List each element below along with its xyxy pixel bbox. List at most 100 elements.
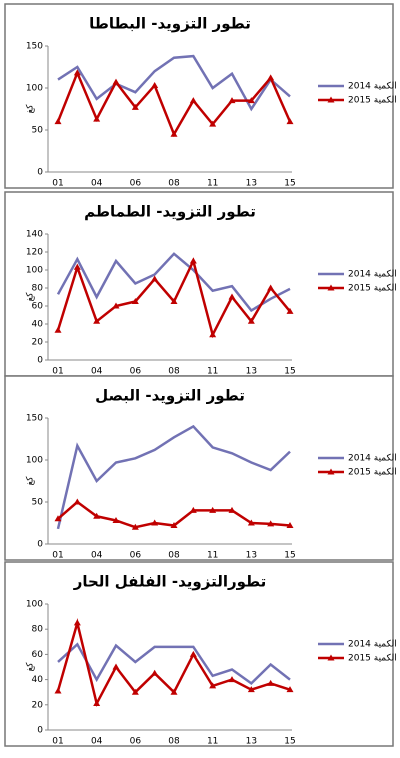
- y-axis-label: كغ: [26, 476, 36, 486]
- marker: [93, 700, 101, 707]
- marker: [189, 257, 197, 264]
- legend-label: الكمية 2015: [348, 654, 397, 664]
- x-tick-label: 13: [246, 551, 257, 561]
- y-tick-label: 60: [32, 650, 44, 660]
- legend-label: الكمية 2014: [348, 640, 397, 650]
- x-tick-label: 04: [91, 551, 103, 561]
- marker: [131, 523, 139, 530]
- legend-marker: [327, 654, 335, 661]
- marker: [73, 619, 81, 626]
- marker: [54, 687, 62, 694]
- marker: [286, 686, 294, 693]
- y-tick-label: 120: [26, 248, 43, 258]
- marker: [112, 302, 120, 309]
- marker: [189, 650, 197, 657]
- x-tick-label: 08: [168, 367, 180, 377]
- series-line: [57, 54, 291, 112]
- marker: [112, 516, 120, 523]
- legend-marker: [327, 284, 335, 291]
- chart-title: تطور التزويد- البصل: [95, 387, 245, 405]
- marker: [93, 115, 101, 122]
- marker: [73, 263, 81, 270]
- marker: [247, 686, 255, 693]
- y-tick-label: 0: [37, 168, 43, 178]
- x-tick-label: 01: [52, 737, 63, 747]
- x-tick-label: 04: [91, 179, 103, 189]
- marker: [228, 97, 236, 104]
- x-tick-label: 06: [130, 179, 142, 189]
- marker: [112, 78, 120, 85]
- y-axis-label: كغ: [26, 662, 36, 672]
- legend-label: الكمية 2015: [348, 284, 397, 294]
- y-tick-label: 0: [37, 726, 43, 736]
- x-tick-label: 06: [130, 367, 142, 377]
- marker: [267, 520, 275, 527]
- series-line: [57, 642, 291, 686]
- marker: [247, 519, 255, 526]
- x-tick-label: 11: [207, 737, 218, 747]
- marker: [93, 512, 101, 519]
- y-tick-label: 50: [32, 126, 44, 136]
- marker: [151, 81, 159, 88]
- marker: [170, 522, 178, 529]
- panel: [4, 3, 394, 189]
- marker: [170, 688, 178, 695]
- marker: [286, 307, 294, 314]
- y-tick-label: 60: [32, 302, 44, 312]
- legend-label: الكمية 2014: [348, 270, 397, 280]
- marker: [54, 515, 62, 522]
- y-tick-label: 140: [26, 230, 43, 240]
- marker: [228, 506, 236, 513]
- marker: [228, 676, 236, 683]
- y-tick-label: 20: [32, 700, 44, 710]
- y-tick-label: 0: [37, 540, 43, 550]
- chart-title: تطورالتزويد- الفلفل الحار: [73, 573, 267, 591]
- marker: [228, 293, 236, 300]
- y-tick-label: 150: [26, 42, 43, 52]
- y-tick-label: 100: [26, 84, 43, 94]
- x-tick-label: 13: [246, 737, 257, 747]
- legend-marker: [327, 468, 335, 475]
- x-tick-label: 06: [130, 737, 142, 747]
- marker: [54, 118, 62, 125]
- y-tick-label: 100: [26, 266, 43, 276]
- y-tick-label: 40: [32, 675, 44, 685]
- x-tick-label: 01: [52, 551, 63, 561]
- marker: [131, 103, 139, 110]
- marker: [286, 118, 294, 125]
- marker: [170, 130, 178, 137]
- marker: [131, 688, 139, 695]
- legend-marker: [327, 96, 335, 103]
- y-tick-label: 0: [37, 356, 43, 366]
- marker: [73, 498, 81, 505]
- chart-title: تطور التزويد- الطماطم: [84, 203, 256, 221]
- x-tick-label: 01: [52, 179, 63, 189]
- marker: [151, 669, 159, 676]
- x-tick-label: 08: [168, 551, 180, 561]
- marker: [267, 679, 275, 686]
- chart-title: تطور التزويد- البطاطا: [89, 15, 251, 33]
- y-tick-label: 100: [26, 456, 43, 466]
- marker: [209, 331, 217, 338]
- y-tick-label: 100: [26, 600, 43, 610]
- marker: [209, 682, 217, 689]
- marker: [247, 97, 255, 104]
- y-tick-label: 20: [32, 338, 44, 348]
- series-line: [56, 252, 291, 313]
- x-tick-label: 11: [207, 551, 218, 561]
- marker: [267, 284, 275, 291]
- x-tick-label: 13: [246, 367, 257, 377]
- y-tick-label: 80: [32, 625, 44, 635]
- x-tick-label: 15: [284, 551, 295, 561]
- marker: [112, 663, 120, 670]
- legend-label: الكمية 2014: [348, 454, 397, 464]
- x-tick-label: 11: [207, 179, 218, 189]
- legend-label: الكمية 2015: [348, 468, 397, 478]
- x-tick-label: 06: [130, 551, 142, 561]
- panel: [4, 375, 394, 561]
- marker: [209, 120, 217, 127]
- x-tick-label: 15: [284, 179, 295, 189]
- x-tick-label: 13: [246, 179, 257, 189]
- marker: [73, 69, 81, 76]
- y-axis-label: كغ: [26, 104, 36, 114]
